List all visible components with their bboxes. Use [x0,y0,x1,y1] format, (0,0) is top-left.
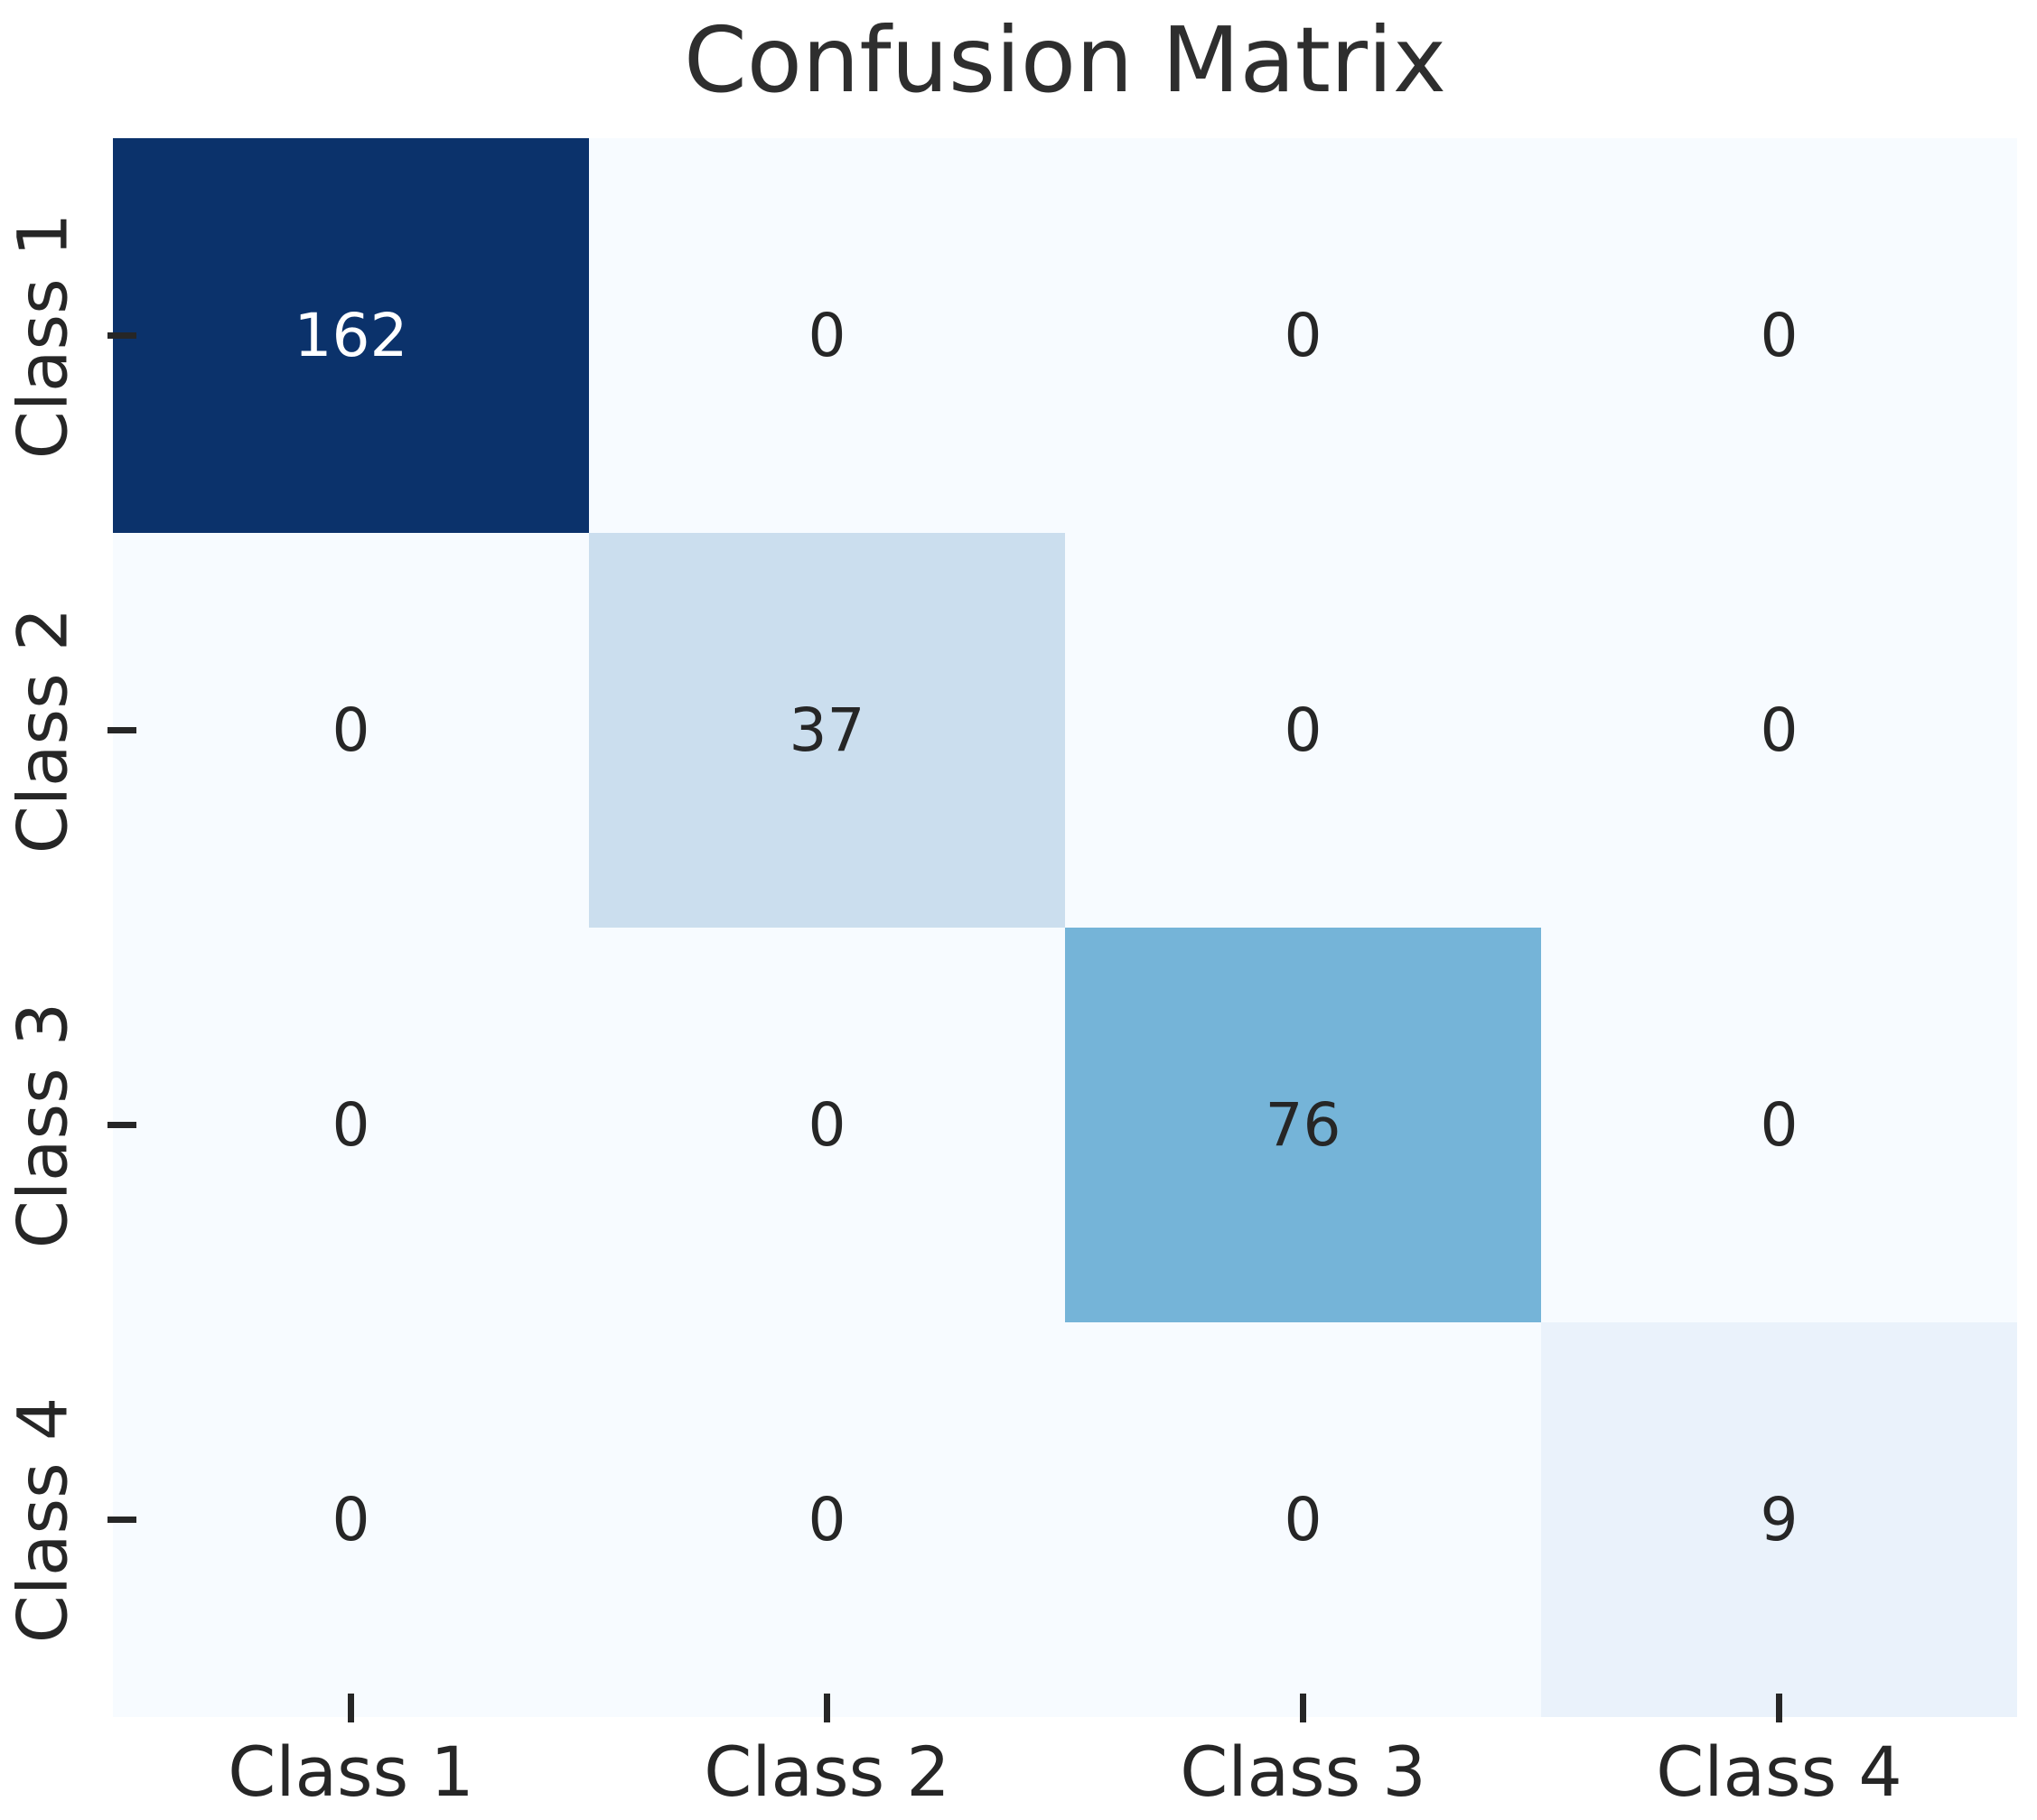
heatmap-cell: 0 [1541,138,2017,533]
heatmap-cell: 0 [113,928,589,1322]
heatmap-cell: 0 [589,1322,1065,1717]
y-tick-mark [107,332,136,339]
x-tick-mark [824,1694,830,1722]
x-tick-mark [348,1694,354,1722]
x-tick-mark [1300,1694,1306,1722]
heatmap-cell: 76 [1065,928,1541,1322]
y-tick-label: Class 1 [2,212,83,459]
y-tick-label: Class 4 [2,1396,83,1643]
heatmap-cell: 0 [589,928,1065,1322]
heatmap-cell: 162 [113,138,589,533]
y-tick-mark [107,1517,136,1523]
heatmap-cell: 0 [113,1322,589,1717]
heatmap-cell: 0 [1065,533,1541,928]
chart-title: Confusion Matrix [683,7,1447,113]
heatmap-cell: 0 [1541,533,2017,928]
heatmap-cell: 0 [113,533,589,928]
heatmap-cell: 37 [589,533,1065,928]
x-tick-label: Class 4 [1656,1731,1902,1812]
y-axis: Class 1 Class 2 Class 3 Class 4 [0,138,145,1717]
y-tick-mark [107,1122,136,1128]
heatmap-grid: 162 0 0 0 0 37 0 0 0 0 76 0 0 0 0 9 [113,138,2017,1717]
y-tick-label: Class 3 [2,1002,83,1248]
heatmap-cell: 0 [1065,1322,1541,1717]
heatmap-cell: 0 [589,138,1065,533]
heatmap-cell: 0 [1541,928,2017,1322]
heatmap-cell: 0 [1065,138,1541,533]
heatmap-cell: 9 [1541,1322,2017,1717]
x-tick-label: Class 1 [228,1731,474,1812]
x-tick-label: Class 2 [704,1731,950,1812]
x-tick-label: Class 3 [1180,1731,1426,1812]
x-axis: Class 1 Class 2 Class 3 Class 4 [113,1694,2017,1820]
y-tick-mark [107,727,136,733]
x-tick-mark [1776,1694,1782,1722]
y-tick-label: Class 2 [2,607,83,854]
